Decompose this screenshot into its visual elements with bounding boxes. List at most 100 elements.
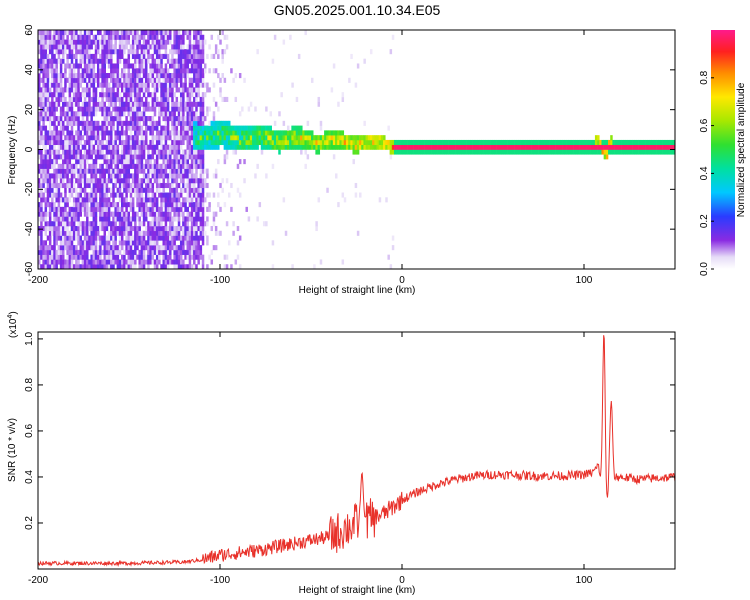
heatmap-cell [304,149,307,155]
heatmap-cell [313,135,316,141]
heatmap-cell [164,225,168,232]
heatmap-cell [75,63,78,69]
heatmap-cell [145,254,148,260]
heatmap-cell [64,187,67,193]
heatmap-cell [92,225,96,232]
heatmap-cell [92,259,96,265]
heatmap-cell [568,139,572,146]
heatmap-cell [190,58,194,64]
heatmap-cell [169,235,172,241]
heatmap-cell [68,216,72,222]
heatmap-cell [53,58,56,64]
heatmap-cell [186,63,189,69]
heatmap-cell [356,149,360,155]
heatmap-cell [114,144,117,150]
heatmap-cell [86,49,89,55]
heatmap-cell [221,178,224,184]
heatmap-cell [190,159,194,165]
heatmap-cell [197,53,200,59]
heatmap-cell [107,116,111,122]
heatmap-cell [136,68,139,74]
heatmap-cell [190,149,194,155]
heatmap-cell [138,249,141,255]
heatmap-cell [188,149,192,155]
heatmap-cell [413,149,417,155]
heatmap-cell [138,34,141,40]
heatmap-cell [138,235,141,241]
heatmap-cell [66,245,69,251]
heatmap-cell [219,230,222,236]
heatmap-cell [319,139,323,146]
heatmap-cell [193,178,196,184]
heatmap-cell [193,249,196,255]
heatmap-cell [177,111,181,117]
heatmap-cell [53,249,56,255]
heatmap-cell [164,230,168,236]
heatmap-cell [70,77,74,83]
heatmap-cell [118,240,122,246]
heatmap-cell [101,235,104,241]
heatmap-cell [94,230,98,236]
heatmap-cell [105,206,109,212]
heatmap-cell [72,96,76,102]
heatmap-cell [319,259,323,265]
heatmap-cell [75,249,78,255]
heatmap-cell [142,240,146,246]
heatmap-cell [193,254,196,260]
heatmap-cell [256,135,259,141]
heatmap-cell [171,139,174,146]
heatmap-cell [184,206,187,212]
heatmap-cell [533,139,537,146]
heatmap-cell [90,240,93,246]
heatmap-cell [131,34,135,40]
heatmap-cell [83,230,87,236]
heatmap-cell [199,120,203,126]
heatmap-cell [158,120,161,126]
heatmap-cell [195,225,198,232]
heatmap-cell [367,144,371,150]
heatmap-cell [96,230,100,236]
heatmap-cell [75,216,78,222]
heatmap-cell [171,87,174,93]
heatmap-cell [505,149,508,155]
heatmap-cell [594,135,598,141]
heatmap-cell [212,68,216,74]
heatmap-cell [151,154,155,160]
heatmap-cell [72,216,76,222]
heatmap-cell [68,96,72,102]
heatmap-cell [131,30,135,36]
heatmap-cell [166,149,170,155]
heatmap-cell [86,149,89,155]
heatmap-cell [90,211,93,217]
heatmap-cell [335,173,338,179]
heatmap-cell [42,77,45,83]
heatmap-cell [75,254,78,260]
heatmap-cell [83,68,87,74]
heatmap-cell [153,106,157,112]
heatmap-cell [662,139,666,146]
heatmap-cell [393,144,397,150]
heatmap-cell [243,125,246,131]
heatmap-cell [415,149,419,155]
heatmap-cell [116,154,120,160]
heatmap-cell [72,101,76,107]
heatmap-cell [99,178,102,184]
heatmap-cell [77,159,80,165]
heatmap-cell [197,197,200,203]
heatmap-cell [79,163,82,169]
heatmap-cell [77,249,80,255]
heatmap-cell [131,63,135,69]
heatmap-cell [38,101,41,107]
colorbar-tick-label: 0.4 [699,166,710,180]
heatmap-cell [134,87,137,93]
heatmap-cell [188,235,192,241]
heatmap-cell [601,144,604,150]
heatmap-cell [38,163,41,169]
heatmap-cell [51,178,54,184]
heatmap-cell [201,39,205,45]
heatmap-cell [507,139,511,146]
heatmap-cell [86,53,89,59]
heatmap-cell [509,144,513,150]
heatmap-cell [265,130,268,136]
heatmap-cell [610,144,613,150]
